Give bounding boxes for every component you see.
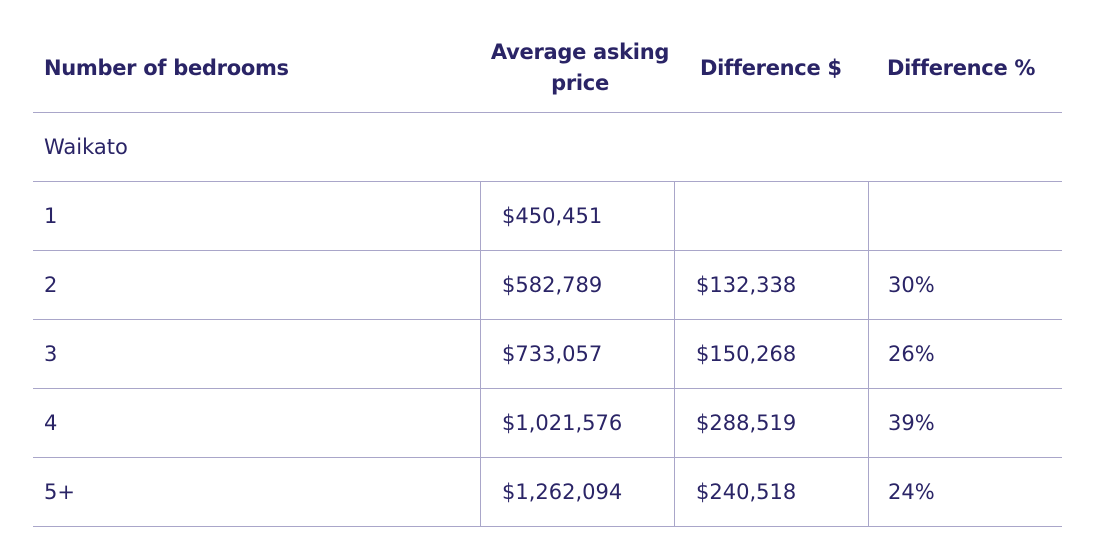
- table-row: 3 $733,057 $150,268 26%: [33, 320, 1062, 389]
- cell-bedrooms: 4: [44, 411, 58, 435]
- cell-average-price: $582,789: [480, 251, 674, 319]
- table-row: 5+ $1,262,094 $240,518 24%: [33, 458, 1062, 527]
- table-row: 4 $1,021,576 $288,519 39%: [33, 389, 1062, 458]
- cell-difference-dollar: $150,268: [674, 320, 868, 388]
- header-difference-percent: Difference %: [887, 56, 1036, 80]
- price-table: Number of bedrooms Average asking price …: [33, 24, 1062, 527]
- cell-difference-percent: 39%: [868, 389, 1062, 457]
- cell-difference-percent: [868, 182, 1062, 250]
- header-bedrooms: Number of bedrooms: [44, 56, 289, 80]
- cell-difference-dollar: $132,338: [674, 251, 868, 319]
- header-average-asking-price: Average asking price: [490, 40, 670, 95]
- cell-bedrooms: 5+: [44, 480, 75, 504]
- cell-average-price: $733,057: [480, 320, 674, 388]
- cell-difference-percent: 26%: [868, 320, 1062, 388]
- header-difference-dollar: Difference $: [700, 56, 842, 80]
- region-label: Waikato: [33, 113, 1062, 182]
- cell-difference-dollar: $240,518: [674, 458, 868, 526]
- cell-bedrooms: 3: [44, 342, 58, 366]
- cell-difference-dollar: $288,519: [674, 389, 868, 457]
- table-row: 1 $450,451: [33, 182, 1062, 251]
- cell-average-price: $450,451: [480, 182, 674, 250]
- cell-difference-percent: 30%: [868, 251, 1062, 319]
- cell-bedrooms: 2: [44, 273, 58, 297]
- cell-average-price: $1,262,094: [480, 458, 674, 526]
- table-header: Number of bedrooms Average asking price …: [33, 24, 1062, 113]
- cell-bedrooms: 1: [44, 204, 58, 228]
- table-row: 2 $582,789 $132,338 30%: [33, 251, 1062, 320]
- cell-difference-dollar: [674, 182, 868, 250]
- cell-average-price: $1,021,576: [480, 389, 674, 457]
- cell-difference-percent: 24%: [868, 458, 1062, 526]
